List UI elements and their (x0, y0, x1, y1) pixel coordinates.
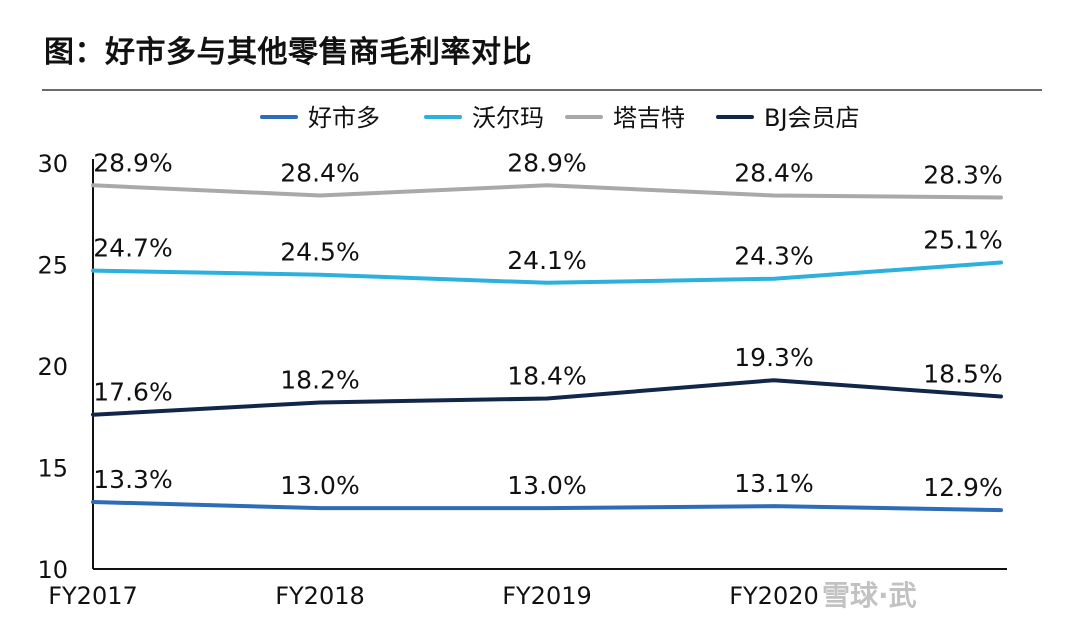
legend: 好市多 沃尔玛 塔吉特 BJ会员店 (260, 104, 860, 132)
x-tick-label: FY2017 (48, 582, 138, 610)
data-label: 19.3% (734, 343, 813, 372)
data-label: 18.5% (923, 359, 1002, 388)
data-label: 25.1% (923, 225, 1002, 254)
chart-title: 图：好市多与其他零售商毛利率对比 (44, 35, 532, 70)
data-label: 12.9% (923, 473, 1002, 502)
data-label: 24.7% (93, 234, 172, 263)
data-label: 18.4% (507, 361, 586, 390)
data-label: 24.3% (734, 242, 813, 271)
legend-entry: BJ会员店 (764, 104, 860, 132)
x-tick-label: FY2019 (502, 582, 592, 610)
data-label: 24.5% (280, 238, 359, 267)
series-line (91, 500, 1003, 513)
data-label: 28.9% (507, 148, 586, 177)
series-line (91, 183, 1003, 200)
data-labels: 13.3% 13.0% 13.0% 13.1% 12.9% 24.7% 24.5% 24.1%… (93, 148, 1002, 502)
legend-entry: 塔吉特 (613, 104, 685, 132)
data-label: 28.4% (280, 158, 359, 187)
title-divider (42, 89, 1042, 91)
data-label: 18.2% (280, 366, 359, 395)
data-label: 13.3% (93, 465, 172, 494)
data-label: 24.1% (507, 246, 586, 275)
series-line (91, 260, 1003, 285)
data-label: 28.3% (923, 161, 1002, 190)
x-tick-label: FY2018 (275, 582, 365, 610)
data-label: 13.0% (507, 471, 586, 500)
chart-axes: 10 15 20 25 30 FY2017 FY2018 FY2019 FY2020 (37, 150, 1007, 610)
y-tick-label: 20 (37, 353, 68, 381)
y-tick-label: 25 (37, 252, 68, 280)
data-label: 17.6% (93, 378, 172, 407)
data-label: 13.1% (734, 469, 813, 498)
legend-entry: 沃尔玛 (472, 104, 544, 132)
series-lines (91, 183, 1003, 513)
data-label: 28.9% (93, 148, 172, 177)
y-tick-label: 30 (37, 150, 68, 178)
legend-entry: 好市多 (308, 104, 380, 132)
y-tick-label: 15 (37, 455, 68, 483)
watermark: 雪球·武 (822, 579, 917, 612)
series-line (91, 378, 1003, 417)
x-tick-label: FY2020 (729, 582, 819, 610)
data-label: 28.4% (734, 158, 813, 187)
data-label: 13.0% (280, 471, 359, 500)
y-tick-label: 10 (37, 556, 68, 584)
